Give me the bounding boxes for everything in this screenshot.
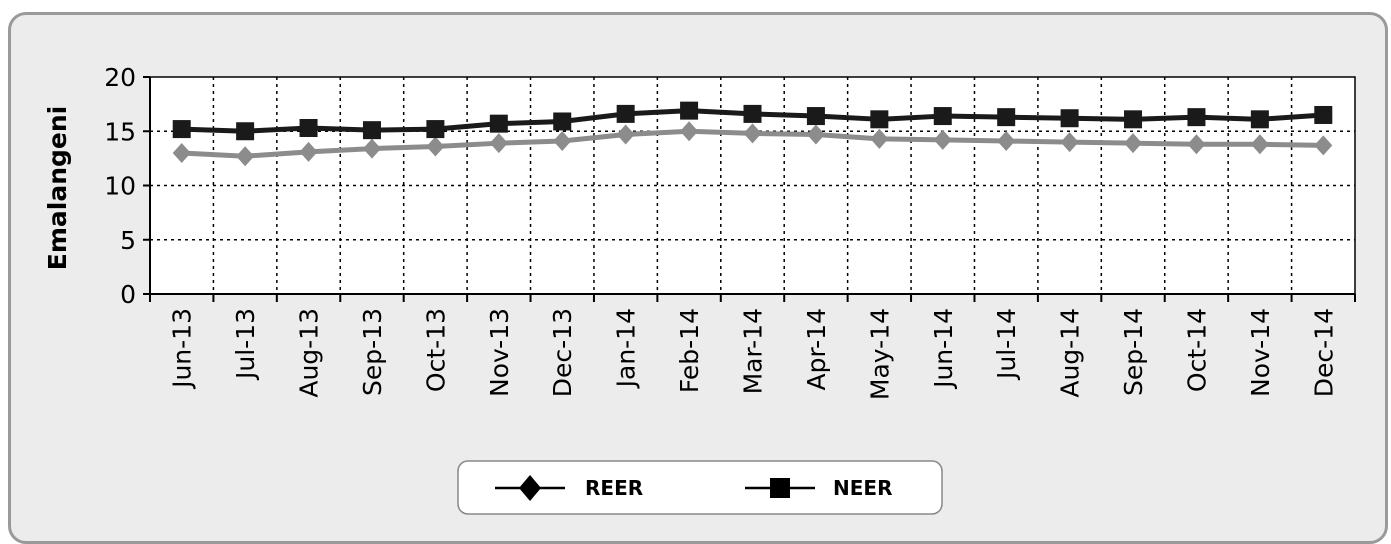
reer-point [616,124,635,145]
neer-point [1060,109,1079,128]
y-tick-label: 5 [120,226,136,255]
x-tick-label: Aug-13 [295,308,324,398]
neer-point [806,107,825,126]
reer-point [1187,134,1206,155]
x-tick-label: Nov-13 [485,308,514,397]
x-tick-label: May-14 [865,308,894,400]
x-tick-label: Jan-14 [612,308,641,389]
y-tick-label: 15 [104,117,136,146]
reer-point [1060,132,1079,153]
x-tick-label: Oct-14 [1182,308,1211,392]
legend-box [457,460,943,515]
neer-point [1187,108,1206,127]
neer-point [236,122,255,141]
x-tick-label: Feb-14 [675,308,704,393]
neer-point [680,101,699,120]
series-layer [172,101,1333,167]
reer-point [236,146,255,167]
x-tick-label: Dec-13 [548,308,577,397]
neer-point [489,114,508,133]
x-tick-label: Jun-14 [929,308,958,390]
legend-reer-marker [519,475,541,501]
reer-point [806,124,825,145]
x-tick-label: Sep-13 [358,308,387,396]
neer-point [616,104,635,123]
x-tick-label: Nov-14 [1246,308,1275,397]
y-tick-label: 0 [120,280,136,309]
x-tick-label: Oct-13 [421,308,450,392]
reer-point [362,138,381,159]
x-tick-label: Jun-13 [168,308,197,390]
neer-point [1250,110,1269,129]
legend-neer-label: NEER [833,476,892,500]
neer-point [743,104,762,123]
reer-point [680,121,699,142]
reer-point [1124,133,1143,154]
y-axis-title: Emalangeni [43,106,72,270]
x-tick-label: Sep-14 [1119,308,1148,396]
reer-point [743,123,762,144]
x-tick-label: Mar-14 [739,308,768,394]
reer-point [1250,134,1269,155]
legend: REER NEER [457,460,943,515]
legend-reer-label: REER [585,476,643,500]
neer-point [933,107,952,126]
y-tick-label: 20 [104,63,136,92]
neer-point [426,120,445,139]
reer-point [172,142,191,163]
neer-point [172,120,191,139]
reer-point [933,129,952,150]
x-tick-labels: Jun-13 Jul-13 Aug-13 Sep-13 Oct-13 Nov-13 Dec-… [168,308,1339,400]
x-tick-label: Dec-14 [1309,308,1338,397]
y-tick-label: 10 [104,172,136,201]
reer-point [299,141,318,162]
x-tick-label: Apr-14 [802,308,831,390]
axes [143,76,1356,302]
x-tick-label: Aug-14 [1056,308,1085,398]
neer-point [362,121,381,140]
neer-point [997,108,1016,127]
legend-neer-marker [770,478,790,498]
neer-point [1314,105,1333,124]
reer-point [489,133,508,154]
neer-point [553,112,572,131]
reer-point [997,131,1016,152]
x-tick-label: Jul-13 [231,308,260,381]
neer-point [1124,110,1143,129]
reer-point [1314,135,1333,156]
reer-point [426,136,445,157]
neer-point [299,118,318,137]
y-tick-labels: 0 5 10 15 20 [104,63,136,309]
reer-point [553,131,572,152]
reer-point [870,128,889,149]
neer-point [870,110,889,129]
x-tick-label: Jul-14 [992,308,1021,381]
